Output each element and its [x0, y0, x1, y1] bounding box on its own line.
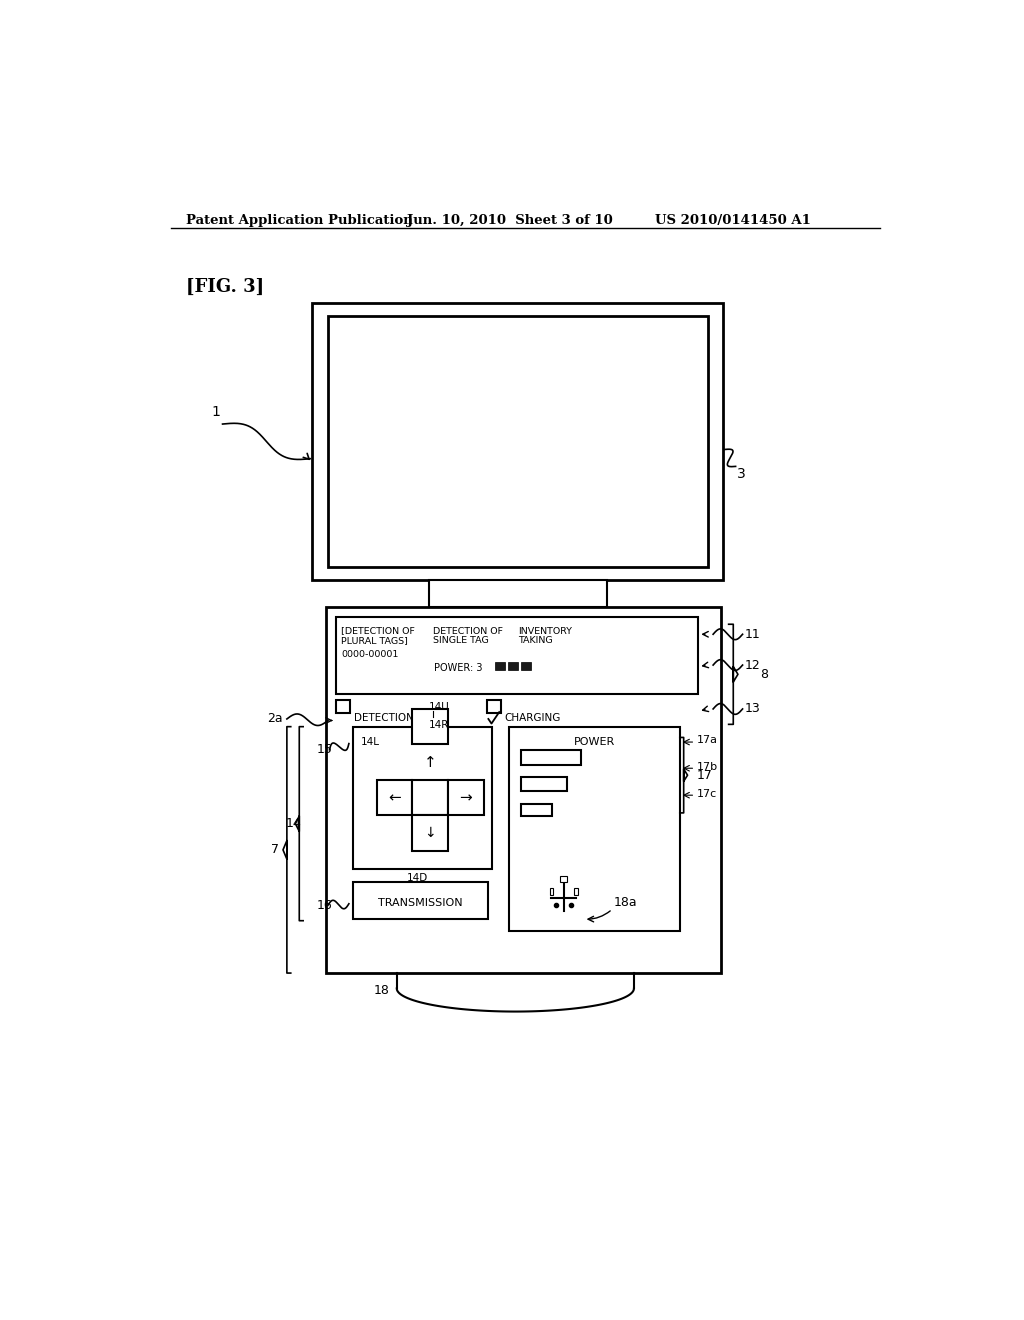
Text: ↓: ↓	[424, 826, 436, 840]
Text: SINGLE TAG: SINGLE TAG	[432, 636, 488, 644]
Bar	[413, 816, 449, 850]
Bar	[328, 317, 708, 566]
Text: TRANSMISSION: TRANSMISSION	[378, 898, 463, 908]
Text: 18: 18	[374, 983, 389, 997]
Text: CHARGING: CHARGING	[505, 713, 561, 723]
Text: 1: 1	[212, 405, 220, 420]
Bar	[312, 304, 723, 581]
Bar	[521, 663, 531, 671]
Text: 18a: 18a	[614, 896, 638, 909]
Text: 17: 17	[697, 768, 713, 781]
Text: →: →	[460, 789, 472, 805]
Bar	[509, 726, 680, 931]
Text: 14R: 14R	[429, 721, 450, 730]
Text: POWER: 3: POWER: 3	[434, 663, 482, 673]
Text: 14D: 14D	[407, 873, 428, 883]
Text: 2a: 2a	[267, 713, 283, 726]
Bar	[377, 780, 413, 816]
Bar	[486, 701, 501, 713]
Text: 3: 3	[737, 467, 745, 480]
Bar	[495, 663, 505, 671]
Text: US 2010/0141450 A1: US 2010/0141450 A1	[655, 214, 811, 227]
Bar	[521, 776, 567, 791]
Text: 17a: 17a	[697, 735, 718, 744]
Bar	[429, 581, 607, 607]
Text: 8: 8	[761, 668, 768, 681]
Text: PLURAL TAGS]: PLURAL TAGS]	[341, 636, 408, 644]
Text: 14L: 14L	[360, 738, 380, 747]
Text: 12: 12	[744, 659, 761, 672]
Bar	[413, 780, 449, 816]
Bar	[521, 804, 552, 816]
Bar	[352, 882, 488, 919]
Text: [FIG. 3]: [FIG. 3]	[186, 277, 264, 296]
Bar	[508, 663, 518, 671]
Text: 14: 14	[286, 817, 302, 830]
Bar	[449, 780, 483, 816]
Text: Jun. 10, 2010  Sheet 3 of 10: Jun. 10, 2010 Sheet 3 of 10	[407, 214, 612, 227]
Text: ↑: ↑	[424, 755, 436, 770]
Text: 7: 7	[271, 843, 280, 857]
Text: 17b: 17b	[697, 762, 718, 772]
Text: Patent Application Publication: Patent Application Publication	[186, 214, 413, 227]
Text: 11: 11	[744, 628, 761, 640]
Text: TAKING: TAKING	[518, 636, 553, 644]
Bar	[560, 876, 567, 882]
Text: DETECTION OF: DETECTION OF	[432, 627, 503, 635]
Text: 14U: 14U	[429, 702, 450, 711]
Bar	[352, 726, 493, 869]
Text: DETECTION: DETECTION	[354, 713, 414, 723]
Text: 17c: 17c	[697, 788, 717, 799]
Text: POWER: POWER	[573, 738, 615, 747]
Bar	[326, 607, 721, 973]
Text: [DETECTION OF: [DETECTION OF	[341, 627, 415, 635]
Bar	[550, 888, 554, 895]
Text: 0000-00001: 0000-00001	[341, 649, 398, 659]
Text: 15: 15	[317, 743, 333, 756]
Text: ←: ←	[388, 789, 401, 805]
Bar	[336, 618, 698, 694]
Bar	[573, 888, 578, 895]
Text: 16: 16	[317, 899, 333, 912]
Text: INVENTORY: INVENTORY	[518, 627, 571, 635]
Bar	[413, 709, 449, 744]
Bar	[336, 701, 349, 713]
Text: 13: 13	[744, 702, 761, 715]
Bar	[521, 750, 582, 766]
